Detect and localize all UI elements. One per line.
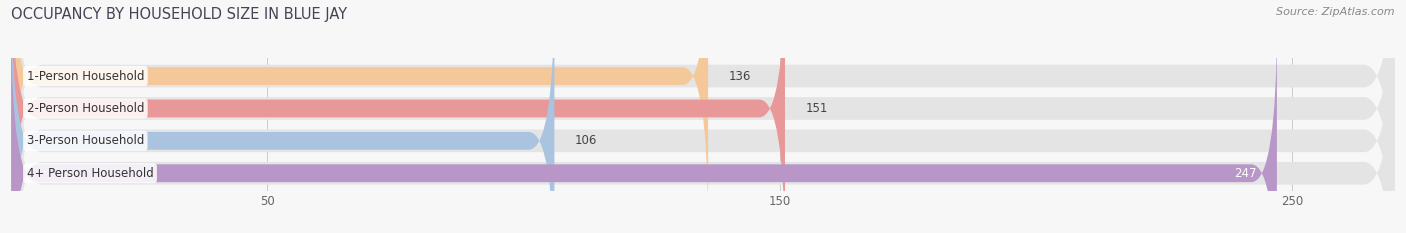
FancyBboxPatch shape (11, 0, 1395, 233)
FancyBboxPatch shape (11, 0, 1395, 233)
FancyBboxPatch shape (11, 0, 1395, 233)
FancyBboxPatch shape (11, 0, 554, 233)
Text: Source: ZipAtlas.com: Source: ZipAtlas.com (1277, 7, 1395, 17)
Text: 106: 106 (575, 134, 598, 147)
FancyBboxPatch shape (11, 0, 709, 229)
FancyBboxPatch shape (11, 0, 1395, 233)
FancyBboxPatch shape (11, 0, 785, 233)
Text: 4+ Person Household: 4+ Person Household (27, 167, 153, 180)
Text: 136: 136 (728, 70, 751, 82)
FancyBboxPatch shape (11, 20, 1277, 233)
Text: 151: 151 (806, 102, 828, 115)
Text: OCCUPANCY BY HOUSEHOLD SIZE IN BLUE JAY: OCCUPANCY BY HOUSEHOLD SIZE IN BLUE JAY (11, 7, 347, 22)
Text: 2-Person Household: 2-Person Household (27, 102, 145, 115)
Text: 247: 247 (1234, 167, 1257, 180)
Text: 1-Person Household: 1-Person Household (27, 70, 145, 82)
Text: 3-Person Household: 3-Person Household (27, 134, 143, 147)
